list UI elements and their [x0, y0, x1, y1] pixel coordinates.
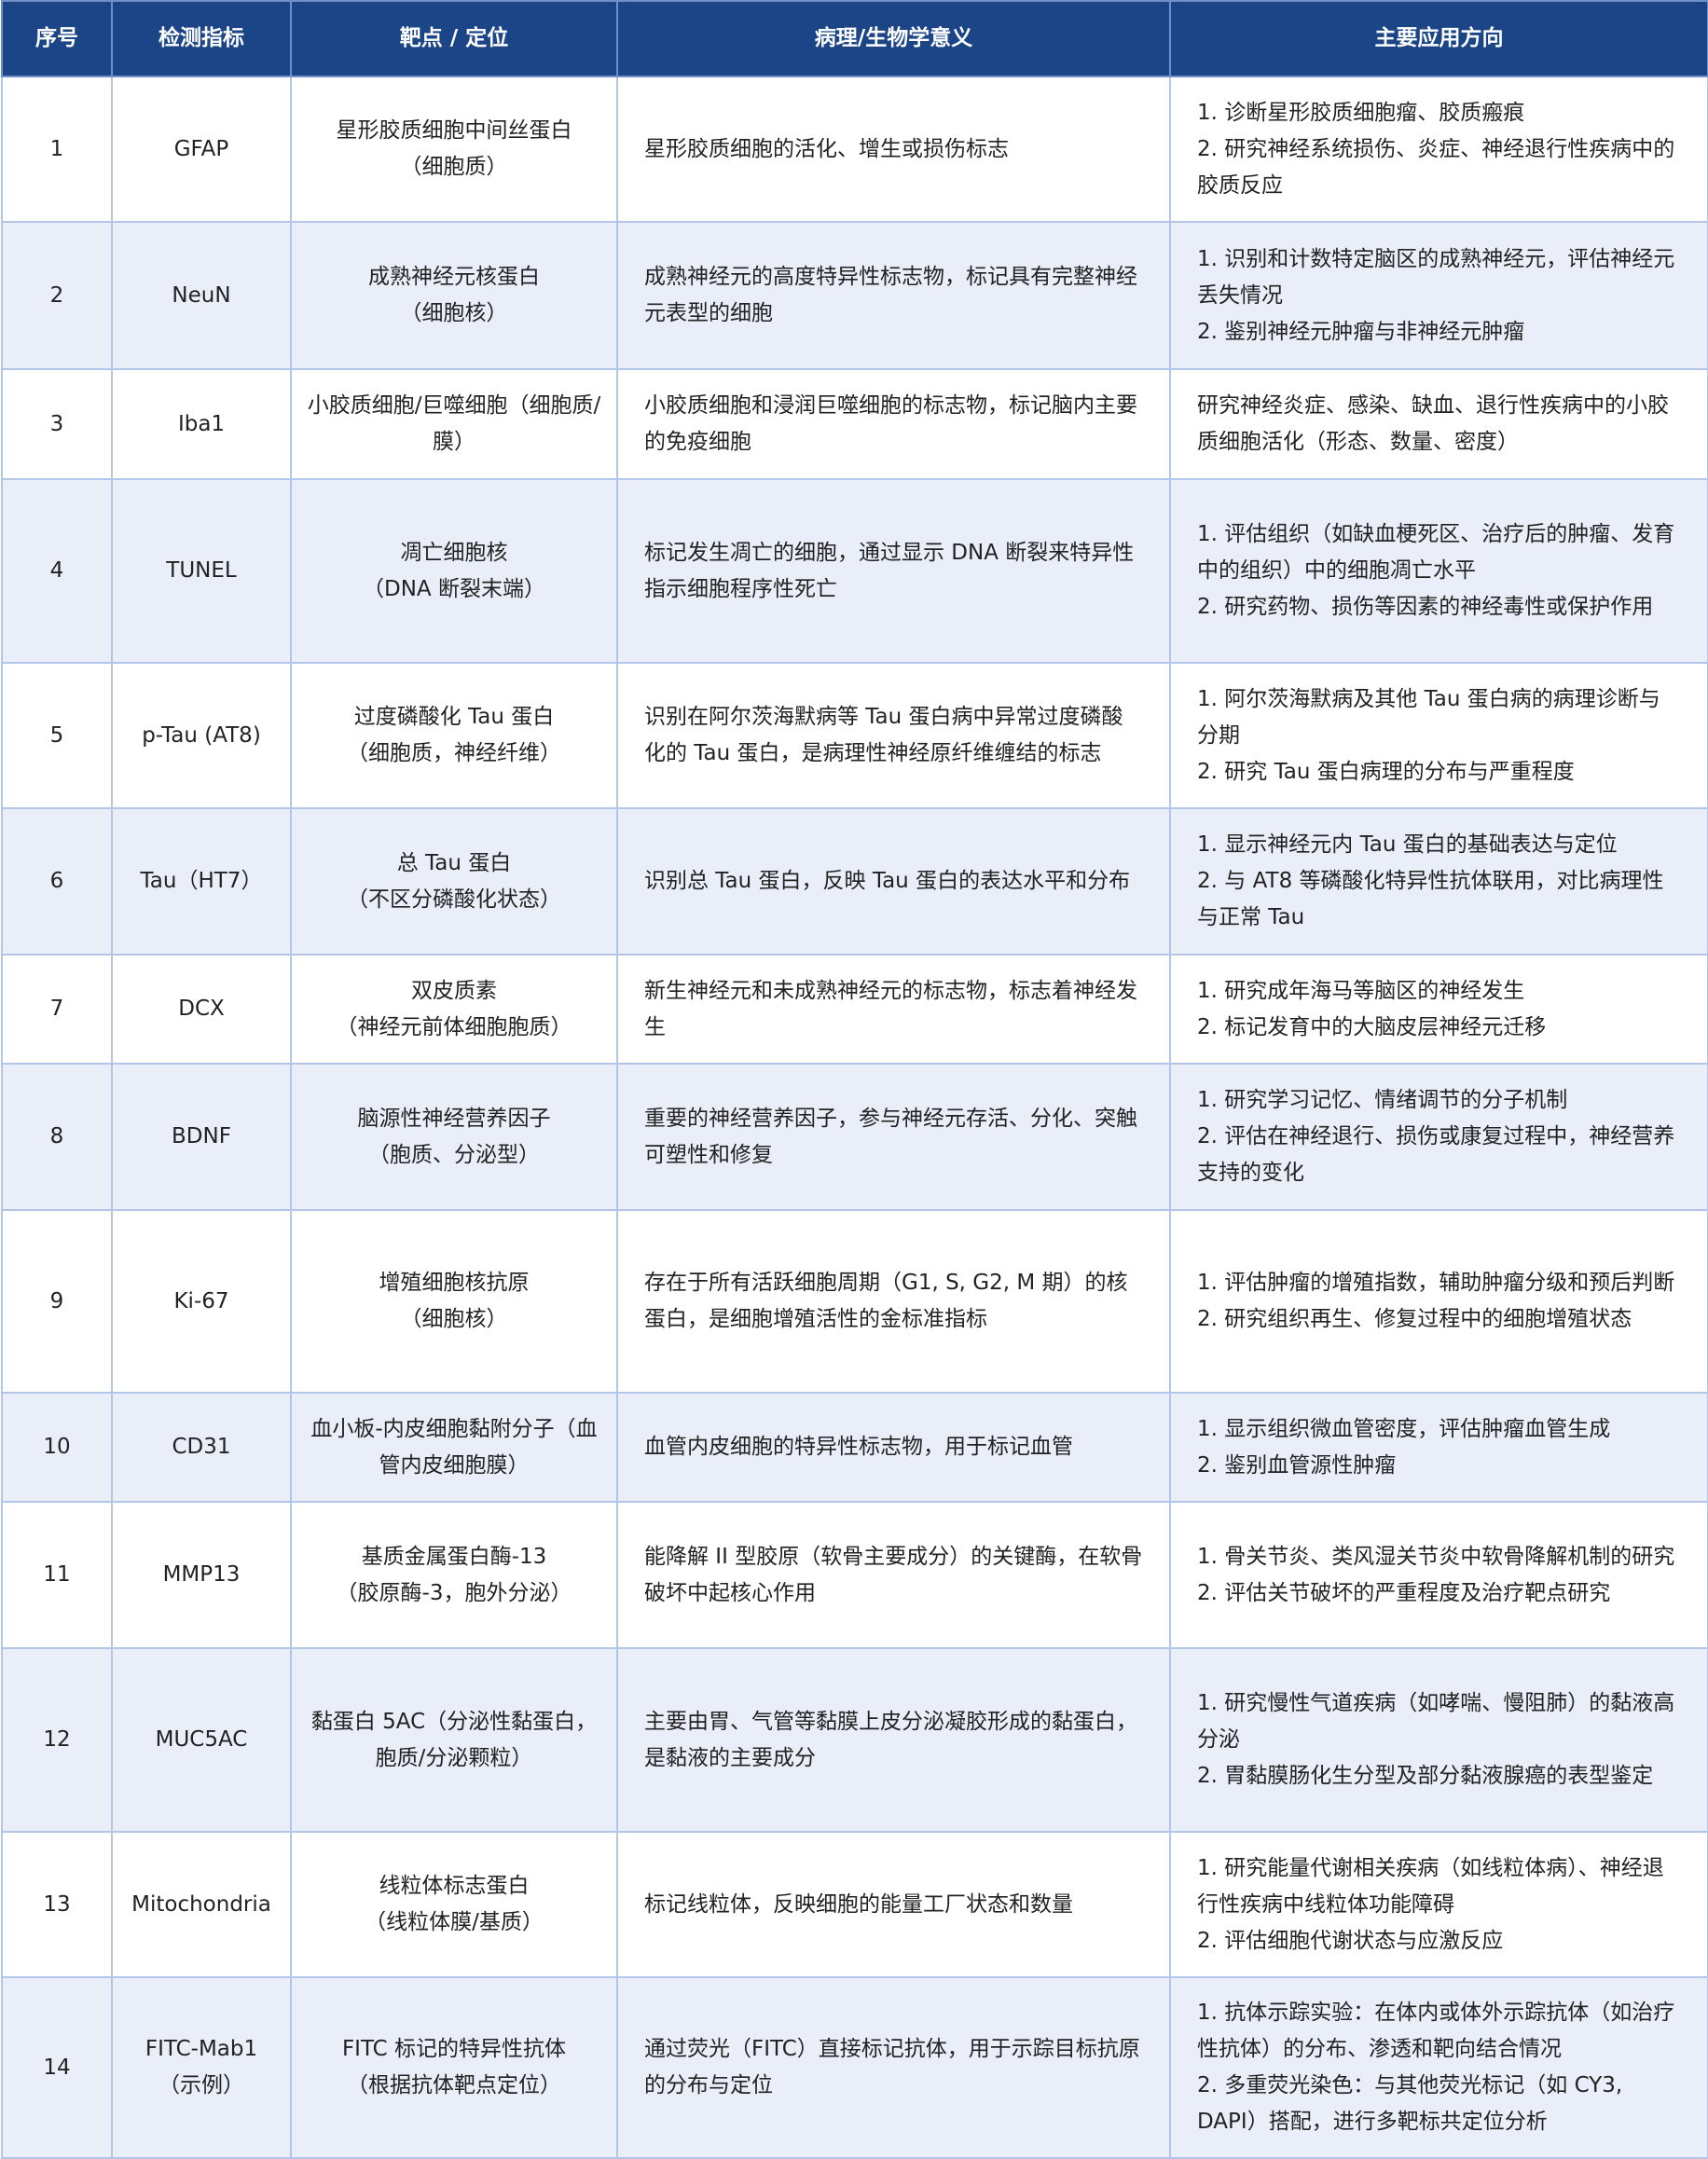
row-number: 10 [1, 1392, 113, 1503]
application-direction: 1. 抗体示踪实验：在体内或体外示踪抗体（如治疗性抗体）的分布、渗透和靶向结合情… [1169, 1976, 1708, 2159]
marker-name: Tau（HT7） [111, 807, 292, 956]
application-direction: 1. 诊断星形胶质细胞瘤、胶质瘢痕 2. 研究神经系统损伤、炎症、神经退行性疾病… [1169, 76, 1708, 223]
row-number: 11 [1, 1501, 113, 1649]
target-location: 血小板-内皮细胞黏附分子（血管内皮细胞膜） [290, 1392, 618, 1503]
marker-name: TUNEL [111, 478, 292, 664]
pathological-meaning: 新生神经元和未成熟神经元的标志物，标志着神经发生 [616, 954, 1171, 1065]
table-row: 9 Ki-67 增殖细胞核抗原 （细胞核） 存在于所有活跃细胞周期（G1, S, G2… [1, 1209, 1708, 1394]
table-row: 11 MMP13 基质金属蛋白酶-13 （胶原酶-3，胞外分泌） 能降解 II 型胶原… [1, 1501, 1708, 1649]
header-row: 序号 检测指标 靶点 / 定位 病理/生物学意义 主要应用方向 [1, 0, 1708, 77]
application-direction: 1. 研究能量代谢相关疾病（如线粒体病）、神经退行性疾病中线粒体功能障碍 2. … [1169, 1831, 1708, 1978]
pathological-meaning: 标记发生凋亡的细胞，通过显示 DNA 断裂来特异性指示细胞程序性死亡 [616, 478, 1171, 664]
table-row: 1 GFAP 星形胶质细胞中间丝蛋白 （细胞质） 星形胶质细胞的活化、增生或损伤标志 1… [1, 76, 1708, 223]
table-row: 3 Iba1 小胶质细胞/巨噬细胞（细胞质/膜） 小胶质细胞和浸润巨噬细胞的标志物，标… [1, 368, 1708, 480]
pathological-meaning: 标记线粒体，反映细胞的能量工厂状态和数量 [616, 1831, 1171, 1978]
table-row: 4 TUNEL 凋亡细胞核 （DNA 断裂末端） 标记发生凋亡的细胞，通过显示 DNA… [1, 478, 1708, 664]
pathological-meaning: 血管内皮细胞的特异性标志物，用于标记血管 [616, 1392, 1171, 1503]
marker-name: MMP13 [111, 1501, 292, 1649]
row-number: 12 [1, 1647, 113, 1833]
application-direction: 1. 骨关节炎、类风湿关节炎中软骨降解机制的研究 2. 评估关节破坏的严重程度及… [1169, 1501, 1708, 1649]
target-location: 星形胶质细胞中间丝蛋白 （细胞质） [290, 76, 618, 223]
row-number: 9 [1, 1209, 113, 1394]
application-direction: 1. 识别和计数特定脑区的成熟神经元，评估神经元丢失情况 2. 鉴别神经元肿瘤与… [1169, 221, 1708, 370]
pathological-meaning: 成熟神经元的高度特异性标志物，标记具有完整神经元表型的细胞 [616, 221, 1171, 370]
pathological-meaning: 存在于所有活跃细胞周期（G1, S, G2, M 期）的核蛋白，是细胞增殖活性的… [616, 1209, 1171, 1394]
pathological-meaning: 能降解 II 型胶原（软骨主要成分）的关键酶，在软骨破坏中起核心作用 [616, 1501, 1171, 1649]
target-location: 过度磷酸化 Tau 蛋白 （细胞质，神经纤维） [290, 662, 618, 809]
row-number: 14 [1, 1976, 113, 2159]
marker-name: Mitochondria [111, 1831, 292, 1978]
marker-name: DCX [111, 954, 292, 1065]
row-number: 4 [1, 478, 113, 664]
target-location: 脑源性神经营养因子 （胞质、分泌型） [290, 1063, 618, 1211]
table-row: 5 p-Tau (AT8) 过度磷酸化 Tau 蛋白 （细胞质，神经纤维） 识别在阿尔… [1, 662, 1708, 809]
header-marker: 检测指标 [111, 0, 292, 77]
pathological-meaning: 主要由胃、气管等黏膜上皮分泌凝胶形成的黏蛋白，是黏液的主要成分 [616, 1647, 1171, 1833]
target-location: 基质金属蛋白酶-13 （胶原酶-3，胞外分泌） [290, 1501, 618, 1649]
row-number: 1 [1, 76, 113, 223]
header-meaning: 病理/生物学意义 [616, 0, 1171, 77]
target-location: 总 Tau 蛋白 （不区分磷酸化状态） [290, 807, 618, 956]
marker-name: Ki-67 [111, 1209, 292, 1394]
marker-name: Iba1 [111, 368, 292, 480]
table-row: 12 MUC5AC 黏蛋白 5AC（分泌性黏蛋白，胞质/分泌颗粒） 主要由胃、气管等黏… [1, 1647, 1708, 1833]
table-row: 10 CD31 血小板-内皮细胞黏附分子（血管内皮细胞膜） 血管内皮细胞的特异性标志物… [1, 1392, 1708, 1503]
target-location: 增殖细胞核抗原 （细胞核） [290, 1209, 618, 1394]
table-row: 6 Tau（HT7）总 Tau 蛋白 （不区分磷酸化状态） 识别总 Tau 蛋白，反… [1, 807, 1708, 956]
target-location: 小胶质细胞/巨噬细胞（细胞质/膜） [290, 368, 618, 480]
pathological-meaning: 小胶质细胞和浸润巨噬细胞的标志物，标记脑内主要的免疫细胞 [616, 368, 1171, 480]
row-number: 8 [1, 1063, 113, 1211]
table-row: 7 DCX 双皮质素 （神经元前体细胞胞质） 新生神经元和未成熟神经元的标志物，标志着… [1, 954, 1708, 1065]
table-row: 8 BDNF 脑源性神经营养因子 （胞质、分泌型） 重要的神经营养因子，参与神经元存活… [1, 1063, 1708, 1211]
row-number: 6 [1, 807, 113, 956]
marker-name: GFAP [111, 76, 292, 223]
pathological-meaning: 识别在阿尔茨海默病等 Tau 蛋白病中异常过度磷酸化的 Tau 蛋白，是病理性神… [616, 662, 1171, 809]
marker-name: FITC-Mab1 （示例） [111, 1976, 292, 2159]
marker-name: p-Tau (AT8) [111, 662, 292, 809]
application-direction: 1. 研究成年海马等脑区的神经发生 2. 标记发育中的大脑皮层神经元迁移 [1169, 954, 1708, 1065]
row-number: 5 [1, 662, 113, 809]
table-row: 14 FITC-Mab1 （示例） FITC 标记的特异性抗体 （根据抗体靶点定位）… [1, 1976, 1708, 2159]
target-location: 线粒体标志蛋白 （线粒体膜/基质） [290, 1831, 618, 1978]
marker-name: NeuN [111, 221, 292, 370]
application-direction: 1. 研究慢性气道疾病（如哮喘、慢阻肺）的黏液高分泌 2. 胃黏膜肠化生分型及部… [1169, 1647, 1708, 1833]
header-target: 靶点 / 定位 [290, 0, 618, 77]
application-direction: 1. 评估组织（如缺血梗死区、治疗后的肿瘤、发育中的组织）中的细胞凋亡水平 2.… [1169, 478, 1708, 664]
application-direction: 1. 阿尔茨海默病及其他 Tau 蛋白病的病理诊断与分期 2. 研究 Tau 蛋… [1169, 662, 1708, 809]
target-location: FITC 标记的特异性抗体 （根据抗体靶点定位） [290, 1976, 618, 2159]
target-location: 凋亡细胞核 （DNA 断裂末端） [290, 478, 618, 664]
marker-name: BDNF [111, 1063, 292, 1211]
target-location: 黏蛋白 5AC（分泌性黏蛋白，胞质/分泌颗粒） [290, 1647, 618, 1833]
pathological-meaning: 重要的神经营养因子，参与神经元存活、分化、突触可塑性和修复 [616, 1063, 1171, 1211]
target-location: 双皮质素 （神经元前体细胞胞质） [290, 954, 618, 1065]
marker-name: MUC5AC [111, 1647, 292, 1833]
application-direction: 1. 研究学习记忆、情绪调节的分子机制 2. 评估在神经退行、损伤或康复过程中，… [1169, 1063, 1708, 1211]
application-direction: 1. 显示神经元内 Tau 蛋白的基础表达与定位 2. 与 AT8 等磷酸化特异… [1169, 807, 1708, 956]
application-direction: 1. 显示组织微血管密度，评估肿瘤血管生成 2. 鉴别血管源性肿瘤 [1169, 1392, 1708, 1503]
header-application: 主要应用方向 [1169, 0, 1708, 77]
row-number: 2 [1, 221, 113, 370]
row-number: 13 [1, 1831, 113, 1978]
header-no: 序号 [1, 0, 113, 77]
marker-name: CD31 [111, 1392, 292, 1503]
application-direction: 研究神经炎症、感染、缺血、退行性疾病中的小胶质细胞活化（形态、数量、密度） [1169, 368, 1708, 480]
application-direction: 1. 评估肿瘤的增殖指数，辅助肿瘤分级和预后判断 2. 研究组织再生、修复过程中… [1169, 1209, 1708, 1394]
table-row: 13 Mitochondria 线粒体标志蛋白 （线粒体膜/基质） 标记线粒体，反映细… [1, 1831, 1708, 1978]
row-number: 7 [1, 954, 113, 1065]
pathological-meaning: 通过荧光（FITC）直接标记抗体，用于示踪目标抗原的分布与定位 [616, 1976, 1171, 2159]
target-location: 成熟神经元核蛋白 （细胞核） [290, 221, 618, 370]
row-number: 3 [1, 368, 113, 480]
pathological-meaning: 识别总 Tau 蛋白，反映 Tau 蛋白的表达水平和分布 [616, 807, 1171, 956]
pathological-meaning: 星形胶质细胞的活化、增生或损伤标志 [616, 76, 1171, 223]
table-row: 2 NeuN 成熟神经元核蛋白 （细胞核） 成熟神经元的高度特异性标志物，标记具有完整… [1, 221, 1708, 370]
